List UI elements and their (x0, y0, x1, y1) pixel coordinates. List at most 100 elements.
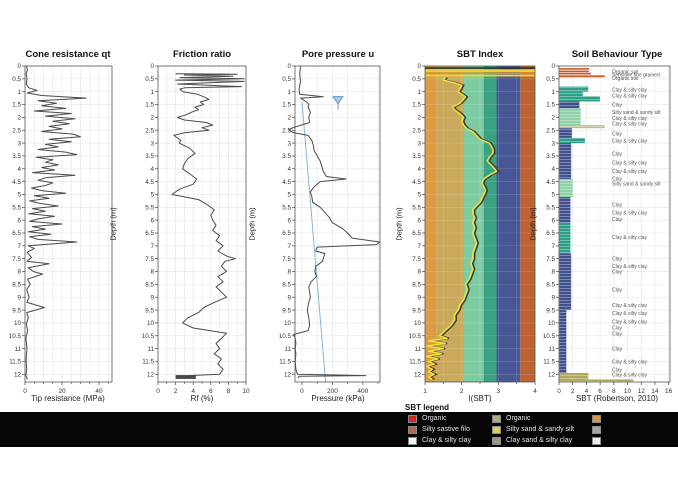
depth-tick-label: 3.5 (12, 153, 21, 160)
depth-tick-label: 4 (17, 166, 21, 173)
x-tick-label: 10 (242, 388, 250, 395)
depth-tick-label: 0.5 (12, 76, 21, 83)
depth-tick-label: 7 (551, 243, 555, 250)
panel-title-friction-ratio: Friction ratio (172, 49, 232, 60)
depth-tick-label: 10 (548, 320, 556, 327)
depth-tick-label: 1.5 (282, 102, 291, 109)
depth-tick-label: 12 (284, 371, 292, 378)
soil-type-label: Clay & silty clay (612, 303, 648, 309)
depth-tick-label: 9 (287, 294, 291, 301)
sbt-bar-hatch (559, 379, 634, 382)
depth-tick-label: 5.5 (282, 205, 291, 212)
depth-tick-label: 4 (150, 166, 154, 173)
ylabel-depth-p2: Depth (m) (108, 207, 118, 241)
depth-tick-label: 2.5 (145, 127, 154, 134)
soil-type-label: Clay (612, 103, 623, 109)
depth-tick-label: 10.5 (9, 333, 22, 340)
depth-tick-label: 0.5 (145, 76, 154, 83)
depth-tick-label: 9.5 (12, 307, 21, 314)
xlabel-sbt-robertson: SBT (Robertson, 2010) (575, 394, 659, 403)
depth-tick-label: 3 (17, 140, 21, 147)
depth-tick-label: 4 (551, 166, 555, 173)
sbt-legend-title: SBT legend (405, 403, 450, 412)
sbt-bar-hatch (559, 96, 600, 102)
depth-tick-label: 6.5 (282, 230, 291, 237)
sbt-bar-hatch (559, 253, 572, 311)
legend-swatch (592, 437, 601, 445)
x-tick-label: 10 (624, 388, 632, 395)
sbt-legend-strip: Organic Silty sastive filo Clay & silty cl… (0, 412, 678, 447)
cone-resistance-trace (25, 65, 87, 380)
depth-tick-label: 7.5 (12, 256, 21, 263)
depth-tick-label: 2 (417, 115, 421, 122)
x-tick-label: 400 (357, 388, 368, 395)
soil-type-label: Clay (612, 131, 623, 137)
depth-tick-label: 6 (287, 217, 291, 224)
depth-tick-label: 6.5 (12, 230, 21, 237)
depth-tick-label: 0 (417, 63, 421, 70)
sbt-bar-hatch (559, 68, 589, 71)
sbt-bar-hatch (559, 373, 589, 380)
sbt-bar-hatch (559, 86, 589, 92)
panel-sbt-index: 00.511.522.533.544.555.566.577.588.599.5… (409, 63, 537, 395)
depth-tick-label: 9.5 (412, 307, 421, 314)
soil-type-label: Clay (612, 257, 623, 263)
x-tick-label: 2 (571, 388, 575, 395)
depth-tick-label: 2.5 (546, 127, 555, 134)
depth-tick-label: 4.5 (12, 179, 21, 186)
soil-type-label: Clay (612, 151, 623, 157)
soil-type-label: Clay & silty clay (612, 210, 648, 216)
depth-tick-label: 3 (287, 140, 291, 147)
soil-type-label: Clay & silty clay (612, 320, 648, 326)
depth-tick-label: 3.5 (412, 153, 421, 160)
soil-type-label: Clay (612, 332, 623, 338)
depth-tick-label: 2.5 (412, 127, 421, 134)
legend-swatch (492, 437, 501, 445)
plot-spine (24, 65, 113, 383)
depth-tick-label: 3 (417, 140, 421, 147)
depth-tick-label: 7.5 (282, 256, 291, 263)
legend-label: Silty sastive filo (422, 426, 470, 433)
sbt-bar-hatch (559, 125, 605, 129)
depth-tick-label: 3 (551, 140, 555, 147)
x-tick-label: 20 (58, 388, 66, 395)
depth-tick-label: 8 (551, 269, 555, 276)
panel-cone-resistance: 00.511.522.533.544.555.566.577.588.599.5… (9, 63, 113, 395)
depth-tick-label: 6.5 (412, 230, 421, 237)
depth-tick-label: 0.5 (546, 76, 555, 83)
depth-tick-label: 1.5 (412, 102, 421, 109)
depth-tick-label: 1 (417, 89, 421, 96)
depth-tick-label: 11.5 (9, 359, 21, 366)
soil-type-label: Clay & silty clay (612, 372, 648, 378)
soil-type-label: Clay (612, 270, 623, 276)
depth-tick-label: 9.5 (282, 307, 291, 314)
depth-tick-label: 5 (551, 192, 555, 199)
x-tick-label: 40 (95, 388, 103, 395)
ylabel-depth-p3: Depth (m) (247, 207, 257, 241)
friction-ratio-trace (171, 73, 245, 378)
sbt-bar-hatch (559, 70, 589, 73)
soil-type-label: Clay (612, 203, 623, 209)
ic-band (436, 66, 464, 382)
plot-background (295, 66, 380, 382)
pore-pressure-trace (288, 65, 380, 379)
soil-type-label: Clay (612, 368, 623, 374)
depth-tick-label: 2 (551, 115, 555, 122)
depth-tick-label: 10.5 (279, 333, 292, 340)
depth-tick-label: 10 (284, 320, 292, 327)
depth-tick-label: 3.5 (546, 153, 555, 160)
x-tick-label: 4 (191, 388, 195, 395)
sbt-bar-hatch (559, 91, 583, 97)
depth-tick-label: 6 (17, 217, 21, 224)
depth-tick-label: 8.5 (145, 282, 154, 289)
ic-band (483, 66, 497, 382)
plot-spine (558, 65, 671, 383)
depth-tick-label: 12 (548, 371, 556, 378)
depth-tick-label: 1 (17, 89, 21, 96)
x-tick-label: 4 (585, 388, 589, 395)
panel-title-sbt-index: SBT Index (456, 49, 504, 60)
ylabel-depth-p5: Depth (m) (528, 207, 538, 241)
depth-tick-label: 4.5 (145, 179, 154, 186)
depth-tick-label: 7.5 (546, 256, 555, 263)
